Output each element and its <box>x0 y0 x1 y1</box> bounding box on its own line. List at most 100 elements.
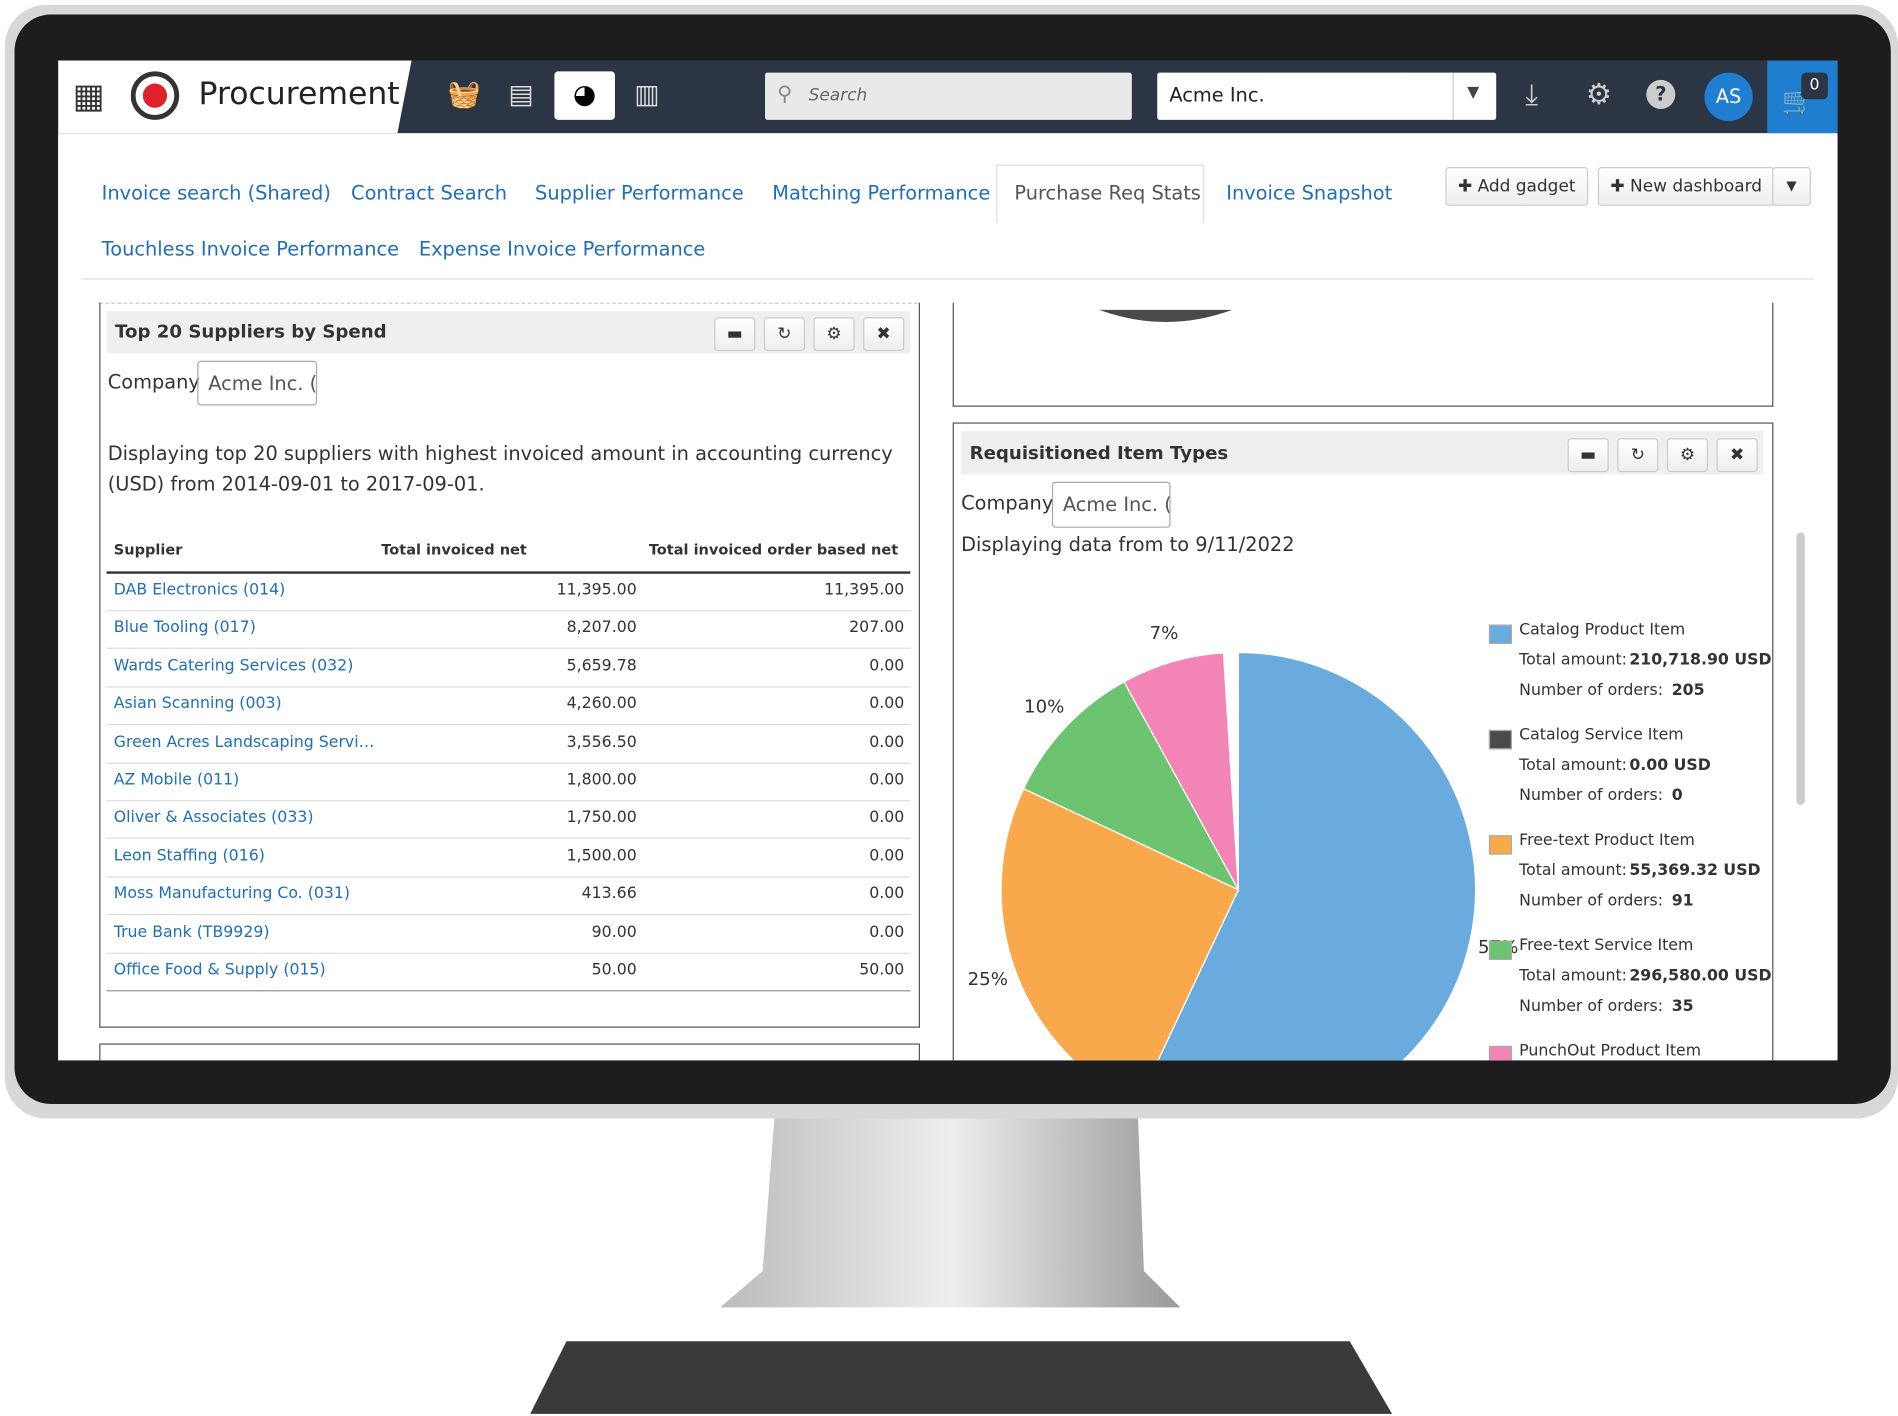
minimize-button[interactable]: ▬ <box>714 317 756 352</box>
cell: 1,750.00 <box>566 809 637 828</box>
company-name: Acme Inc. <box>1169 83 1265 107</box>
supplier-link[interactable]: True Bank (TB9929) <box>113 923 270 942</box>
cell: 207.00 <box>849 619 905 638</box>
pie-slice <box>1123 652 1239 891</box>
legend-label: Free-text Product Item <box>1519 831 1695 850</box>
close-button[interactable]: ✖ <box>1716 438 1758 473</box>
nav-icon[interactable]: 🧺 <box>447 79 482 111</box>
settings-button[interactable]: ⚙ <box>813 317 855 352</box>
cell: 11,395.00 <box>824 581 905 600</box>
close-button[interactable]: ✖ <box>863 317 905 352</box>
help-icon[interactable]: ? <box>1646 79 1676 109</box>
dropdown-caret[interactable]: ▼ <box>1467 83 1480 102</box>
tab[interactable]: Invoice Snapshot <box>1226 181 1393 205</box>
tab-active[interactable]: Purchase Req Stats <box>1014 181 1201 205</box>
row-rule <box>106 952 911 954</box>
nav-icon-active[interactable]: ◕ <box>554 71 615 120</box>
cell: 0.00 <box>869 847 905 866</box>
orders-label: Number of orders: <box>1519 997 1664 1016</box>
minimize-button[interactable]: ▬ <box>1567 438 1609 473</box>
scrollbar[interactable] <box>1796 532 1805 805</box>
description: Displaying top 20 suppliers with highest… <box>107 441 893 496</box>
slice-label: 10% <box>1024 696 1064 717</box>
cell: 0.00 <box>869 885 905 904</box>
gadget <box>99 1043 920 1061</box>
amount-label: Total amount: <box>1519 967 1627 986</box>
legend-swatch <box>1488 940 1512 960</box>
row-rule <box>106 876 911 878</box>
gadget <box>952 302 1774 407</box>
cell: 413.66 <box>581 885 637 904</box>
amount: 296,580.00 USD <box>1629 967 1772 986</box>
cell: 0.00 <box>869 771 905 790</box>
divider <box>99 302 918 304</box>
refresh-button[interactable]: ↻ <box>1617 438 1659 473</box>
tab[interactable]: Touchless Invoice Performance <box>101 237 400 261</box>
screen: ▦ Procurement 🧺 ▤ ◕ ▥ ⚲ Search Acme Inc.… <box>58 60 1838 1061</box>
avatar[interactable]: AS <box>1704 72 1753 122</box>
supplier-link[interactable]: Blue Tooling (017) <box>113 619 256 638</box>
tab[interactable]: Contract Search <box>351 181 508 205</box>
cell: 0.00 <box>869 657 905 676</box>
cell: 0.00 <box>869 923 905 942</box>
supplier-link[interactable]: Green Acres Landscaping Servi… <box>113 733 375 752</box>
new-dashboard-button[interactable]: ✚ New dashboard <box>1597 167 1775 206</box>
row-rule <box>106 610 911 612</box>
supplier-link[interactable]: Wards Catering Services (032) <box>113 657 354 676</box>
row-rule <box>106 838 911 840</box>
tab[interactable]: Matching Performance <box>772 181 991 205</box>
tab[interactable]: Expense Invoice Performance <box>418 237 706 261</box>
logo <box>130 71 180 120</box>
nav-icon[interactable]: ▤ <box>508 79 534 111</box>
dropdown-button[interactable]: ▼ <box>1772 167 1811 206</box>
orders-label: Number of orders: <box>1519 892 1664 911</box>
add-gadget-button[interactable]: ✚ Add gadget <box>1445 167 1589 206</box>
app-grid-icon[interactable]: ▦ <box>72 76 105 117</box>
legend-label: Catalog Service Item <box>1519 726 1684 745</box>
company-input[interactable]: Acme Inc. (I <box>1051 481 1171 528</box>
supplier-link[interactable]: DAB Electronics (014) <box>113 581 286 600</box>
company-input[interactable]: Acme Inc. (I <box>197 360 318 406</box>
supplier-link[interactable]: Office Food & Supply (015) <box>113 961 326 980</box>
cell: 5,659.78 <box>566 657 637 676</box>
button-label: Add gadget <box>1477 176 1576 197</box>
legend-swatch <box>1488 835 1512 855</box>
settings-button[interactable]: ⚙ <box>1666 438 1709 473</box>
column-header: Total invoiced net <box>381 541 527 559</box>
download-icon[interactable]: ⤓ <box>1525 77 1539 112</box>
legend-swatch <box>1488 1045 1512 1061</box>
legend-swatch <box>1488 729 1512 750</box>
row-rule <box>106 800 911 802</box>
tab-active-box <box>996 164 1205 223</box>
search-box[interactable] <box>765 72 1132 120</box>
amount: 210,718.90 USD <box>1629 651 1772 670</box>
cell: 1,800.00 <box>566 771 637 790</box>
row-rule <box>106 914 911 916</box>
supplier-link[interactable]: Asian Scanning (003) <box>113 695 282 714</box>
cell: 50.00 <box>591 961 637 980</box>
tab[interactable]: Supplier Performance <box>535 181 744 205</box>
supplier-link[interactable]: Leon Staffing (016) <box>113 847 265 866</box>
cell: 8,207.00 <box>566 619 637 638</box>
nav-icon[interactable]: ▥ <box>634 79 660 111</box>
pie-slice <box>1022 680 1240 892</box>
cell: 0.00 <box>869 695 905 714</box>
refresh-button[interactable]: ↻ <box>763 317 805 352</box>
company-select[interactable] <box>1157 72 1497 120</box>
tab[interactable]: Invoice search (Shared) <box>101 181 331 205</box>
amount-label: Total amount: <box>1519 651 1627 670</box>
row-rule <box>106 762 911 764</box>
row-rule <box>106 724 911 726</box>
cell: 1,500.00 <box>566 847 637 866</box>
supplier-link[interactable]: Moss Manufacturing Co. (031) <box>113 885 351 904</box>
clipped-chart <box>1099 309 1233 322</box>
settings-icon[interactable]: ⚙ <box>1585 77 1612 112</box>
supplier-link[interactable]: AZ Mobile (011) <box>113 771 240 790</box>
pie-slice <box>1157 651 1477 1061</box>
column-header: Total invoiced order based net <box>648 541 899 559</box>
slice-label: 7% <box>1150 623 1179 644</box>
supplier-link[interactable]: Oliver & Associates (033) <box>113 809 314 828</box>
row-rule <box>106 686 911 688</box>
table-bottom <box>106 990 911 992</box>
